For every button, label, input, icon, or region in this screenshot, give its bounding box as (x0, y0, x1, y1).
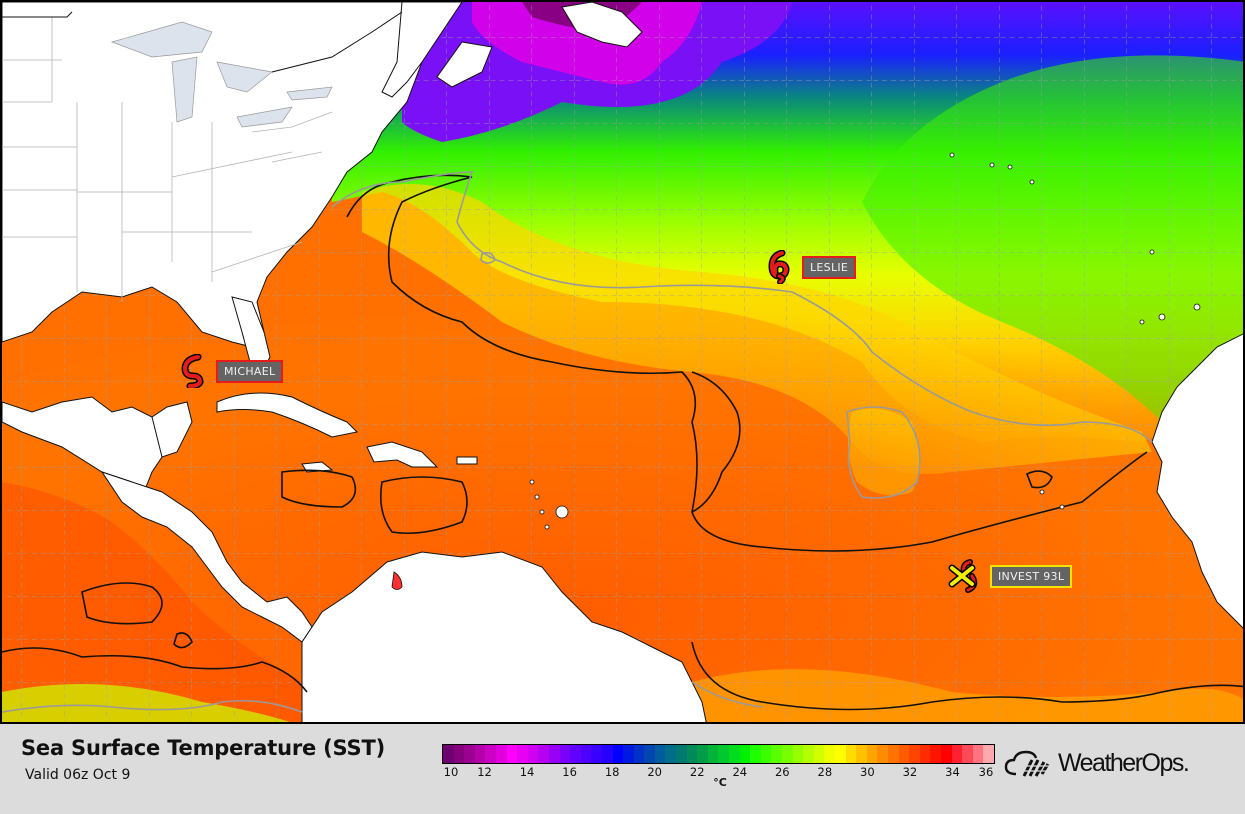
colorbar-bin (919, 745, 931, 763)
colorbar-bin (983, 745, 994, 763)
invest-x-icon (948, 559, 978, 593)
storm-michael[interactable]: MICHAEL (180, 354, 284, 388)
colorbar-bin (771, 745, 782, 763)
colorbar-bin (485, 745, 496, 763)
colorbar-bin (495, 745, 507, 763)
colorbar-bin (750, 745, 761, 763)
hurricane-icon (768, 250, 790, 284)
colorbar-tick-label: 20 (647, 765, 663, 779)
storm-leslie[interactable]: LESLIE (766, 250, 857, 284)
colorbar-bin (644, 745, 655, 763)
cloud-logo-icon (1004, 750, 1050, 777)
colorbar-bin (951, 745, 963, 763)
colorbar-bin (612, 745, 624, 763)
colorbar-bin (866, 745, 878, 763)
valid-time: Valid 06z Oct 9 (25, 767, 131, 783)
colorbar-bin (538, 745, 549, 763)
colorbar-bin (676, 745, 687, 763)
colorbar-tick-label: 32 (902, 765, 918, 779)
colorbar-bin (623, 745, 634, 763)
colorbar-bin (930, 745, 941, 763)
colorbar-bin (962, 745, 973, 763)
colorbar-bin (877, 745, 888, 763)
colorbar-tick-label: 18 (604, 765, 620, 779)
colorbar-bin (729, 745, 740, 763)
colorbar-bin (813, 745, 825, 763)
colorbar-unit: °C (713, 776, 727, 789)
colorbar-bin (601, 745, 613, 763)
sst-field (2, 2, 1243, 722)
colorbar-tick-label: 24 (732, 765, 748, 779)
colorbar-bin (654, 745, 666, 763)
colorbar-bin (887, 745, 899, 763)
colorbar-bin (803, 745, 814, 763)
colorbar-bin (665, 745, 677, 763)
colorbar-bin (909, 745, 920, 763)
storm-invest-93l[interactable]: INVEST 93L (948, 556, 1073, 596)
colorbar-bin (824, 745, 835, 763)
sst-map[interactable]: MICHAEL LESLIE INVEST 93L (0, 0, 1245, 724)
colorbar-bin (591, 745, 602, 763)
colorbar-bin (782, 745, 793, 763)
colorbar-bin (760, 745, 772, 763)
colorbar-bin (792, 745, 804, 763)
colorbar-bin (474, 745, 486, 763)
colorbar-bin (506, 745, 518, 763)
colorbar-bin (739, 745, 751, 763)
colorbar-tick-label: 22 (689, 765, 705, 779)
sst-colorbar (442, 744, 995, 764)
colorbar-bin (453, 745, 465, 763)
colorbar-tick-label: 14 (519, 765, 535, 779)
colorbar-tick-label: 12 (477, 765, 492, 779)
colorbar-bin (697, 745, 708, 763)
weatherops-logo[interactable]: WeatherOps. (1002, 746, 1190, 780)
colorbar-bin (580, 745, 592, 763)
brand-name: WeatherOps. (1058, 748, 1190, 777)
hurricane-icon (181, 354, 204, 388)
colorbar-bin (718, 745, 730, 763)
colorbar-bin (559, 745, 571, 763)
colorbar-bin (443, 745, 454, 763)
storm-label-michael: MICHAEL (216, 359, 284, 383)
colorbar-tick-label: 28 (817, 765, 833, 779)
colorbar-bin (517, 745, 528, 763)
colorbar-bin (972, 745, 984, 763)
colorbar-bin (856, 745, 867, 763)
colorbar-bin (845, 745, 857, 763)
colorbar-bin (834, 745, 846, 763)
colorbar-bin (570, 745, 581, 763)
storm-label-invest-93l: INVEST 93L (990, 564, 1073, 588)
colorbar-tick-label: 10 (443, 765, 459, 779)
storm-label-leslie: LESLIE (802, 255, 857, 279)
colorbar-bin (527, 745, 539, 763)
colorbar-tick-label: 16 (562, 765, 577, 779)
colorbar-bin (898, 745, 910, 763)
colorbar-bin (940, 745, 952, 763)
colorbar-tick-label: 26 (774, 765, 790, 779)
colorbar-bin (633, 745, 645, 763)
colorbar-tick-label: 36 (978, 765, 994, 779)
colorbar-tick-label: 30 (860, 765, 875, 779)
colorbar-bin (707, 745, 719, 763)
colorbar-bin (548, 745, 560, 763)
map-title: Sea Surface Temperature (SST) (21, 736, 385, 760)
colorbar-bin (686, 745, 698, 763)
colorbar-tick-label: 34 (945, 765, 960, 779)
legend-footer: Sea Surface Temperature (SST) Valid 06z … (0, 724, 1245, 814)
colorbar-bin (464, 745, 475, 763)
